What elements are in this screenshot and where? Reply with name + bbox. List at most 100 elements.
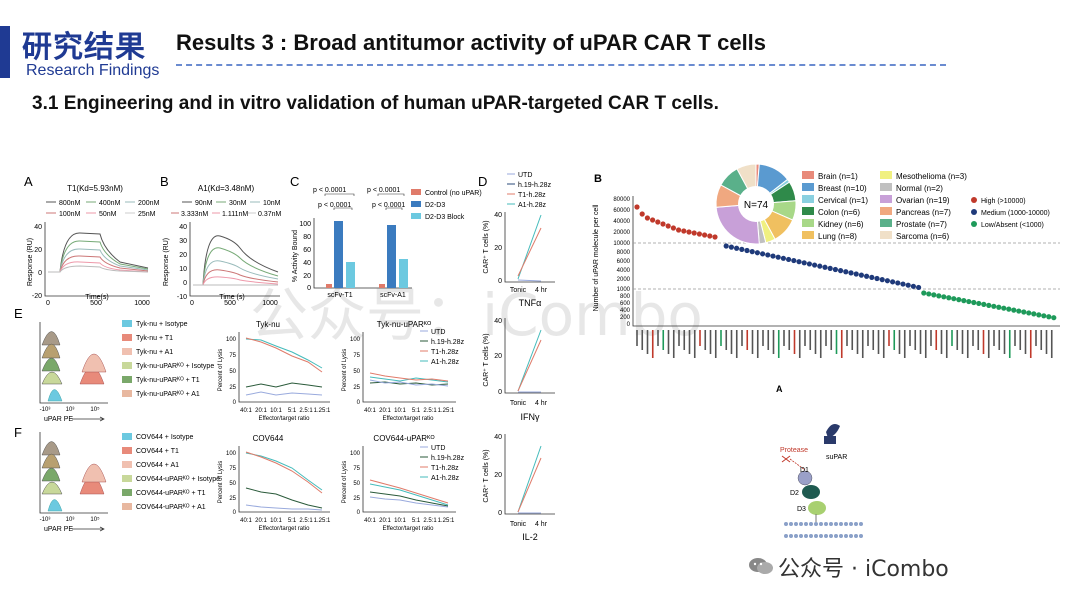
- data-point: [1011, 307, 1017, 313]
- y-tick: 60: [303, 247, 311, 254]
- y-tick: 0: [38, 270, 42, 277]
- x-tick: 40:1: [364, 518, 376, 524]
- legend-item: COV644-uPARᴷᴼ + Isotype: [136, 476, 220, 483]
- panel-f-letter: F: [14, 425, 22, 440]
- data-point: [931, 292, 937, 298]
- x-tick: 5:1: [288, 408, 297, 414]
- p-value: p < 0.0001: [372, 202, 405, 209]
- panel-a-legend-item: 400nM: [99, 200, 121, 207]
- data-point: [838, 268, 844, 274]
- legend-item: Normal (n=2): [896, 184, 943, 193]
- panel-c-legend: Control (no uPAR) D2-D3 D2-D3 Block: [411, 189, 482, 221]
- panel-b-yticks: 40 30 20 10 0 -10: [177, 224, 187, 301]
- pie-center-label: N=74: [744, 200, 769, 211]
- x-tick: -10³: [40, 517, 51, 523]
- data-point: [691, 230, 697, 236]
- y-tick: 6000: [617, 259, 631, 265]
- legend-item: Ovarian (n=19): [896, 196, 950, 205]
- legend-item: Breast (n=10): [818, 184, 867, 193]
- data-point: [786, 256, 792, 263]
- cell-membrane: [784, 522, 863, 538]
- data-point: [921, 290, 927, 296]
- legend-item: T1-h.28z: [431, 349, 459, 356]
- data-point: [966, 298, 972, 305]
- data-point: [754, 250, 761, 256]
- y-tick: 10: [179, 266, 187, 273]
- p-value: p < 0.0001: [313, 187, 346, 194]
- y-tick: 0: [498, 389, 502, 396]
- x-tick: -10³: [40, 407, 51, 413]
- legend-item: Tyk-nu-uPARᴷᴼ + Isotype: [136, 363, 214, 370]
- panel-a-axes: [44, 222, 150, 297]
- legend-item: UTD: [518, 172, 532, 179]
- data-point: [744, 247, 750, 254]
- panel-a-title: T1(Kd=5.93nM): [67, 184, 123, 193]
- panel-a-legend-item: 100nM: [59, 211, 81, 218]
- d2-label: D2: [790, 490, 799, 497]
- legend-item: UTD: [431, 445, 445, 452]
- y-tick: 20: [494, 472, 502, 479]
- data-point: [780, 255, 787, 261]
- data-point: [848, 270, 854, 276]
- data-point: [869, 274, 875, 280]
- y-tick: 200: [620, 315, 631, 321]
- x-tick: Tonic: [510, 400, 527, 407]
- panel-b-legend-item: 3.333nM: [181, 211, 208, 218]
- cytokine-label: TNFα: [519, 298, 542, 308]
- x-tick: 2.5:1: [423, 408, 437, 414]
- wechat-icon: [749, 558, 773, 574]
- legend-item: COV644-uPARᴷᴼ + A1: [136, 504, 206, 511]
- bar-t1-control: [326, 284, 332, 288]
- x-tick: Tonic: [510, 521, 527, 528]
- model-a-letter: A: [776, 384, 783, 394]
- panel-f-flow: -10³ 10³ 10⁵ uPAR PE: [39, 432, 108, 533]
- x-tick: 1.25:1: [314, 408, 331, 414]
- data-point: [971, 299, 977, 306]
- x-tick: 40:1: [240, 518, 252, 524]
- legend-item: Tyk-nu + Isotype: [136, 321, 188, 328]
- panel-a-legend-item: 800nM: [59, 200, 81, 207]
- y-tick: 0: [498, 278, 502, 285]
- data-point: [712, 234, 718, 240]
- y-tick: -20: [32, 293, 42, 300]
- tissue-legend: Brain (n=1) Breast (n=10) Cervical (n=1)…: [802, 171, 967, 241]
- x-tick: 5:1: [412, 518, 421, 524]
- data-point: [986, 302, 992, 308]
- y-tick: 100: [226, 451, 237, 457]
- y-tick: 8000: [617, 250, 631, 256]
- section-title-english: Research Findings: [26, 62, 160, 79]
- y-tick: 50: [353, 481, 360, 487]
- panel-b-xticks: 0 500 1000: [190, 300, 278, 307]
- x-label: Effector/target ratio: [383, 416, 435, 422]
- data-point: [822, 264, 828, 270]
- legend-item: COV644 + A1: [136, 462, 179, 469]
- x-tick: scFv-T1: [327, 292, 352, 299]
- tissue-pie-chart: N=74: [715, 163, 797, 245]
- x-tick: 10³: [66, 407, 75, 413]
- legend-item: COV644 + T1: [136, 448, 179, 455]
- data-point: [961, 298, 967, 304]
- y-tick: 0: [357, 400, 361, 406]
- x-tick: 4 hr: [535, 521, 548, 528]
- x-tick: 10⁵: [90, 406, 100, 413]
- panel-b-legend-item: 0.37nM: [258, 211, 282, 218]
- data-point: [879, 277, 885, 283]
- panel-b-curves: [193, 235, 279, 286]
- panel-d-il2: CAR⁺ T cells (%) 40 20 0 Tonic 4 hr IL-2: [483, 434, 555, 542]
- data-point: [812, 262, 818, 268]
- x-tick: 1000: [262, 300, 278, 307]
- panel-c-xticks: scFv-T1 scFv-A1: [327, 292, 406, 299]
- data-point: [796, 259, 802, 265]
- legend-item: Low/Absent (<1000): [981, 222, 1044, 229]
- y-tick: 80000: [613, 197, 630, 203]
- panel-c-ylabel: % Activity Bound: [292, 230, 299, 282]
- panel-a-legend-item: 25nM: [138, 211, 156, 218]
- y-tick: 30: [179, 238, 187, 245]
- y-tick: 0: [498, 510, 502, 517]
- data-point: [728, 244, 735, 250]
- data-point: [760, 251, 766, 257]
- data-point: [707, 233, 713, 239]
- x-tick: 40:1: [240, 408, 252, 414]
